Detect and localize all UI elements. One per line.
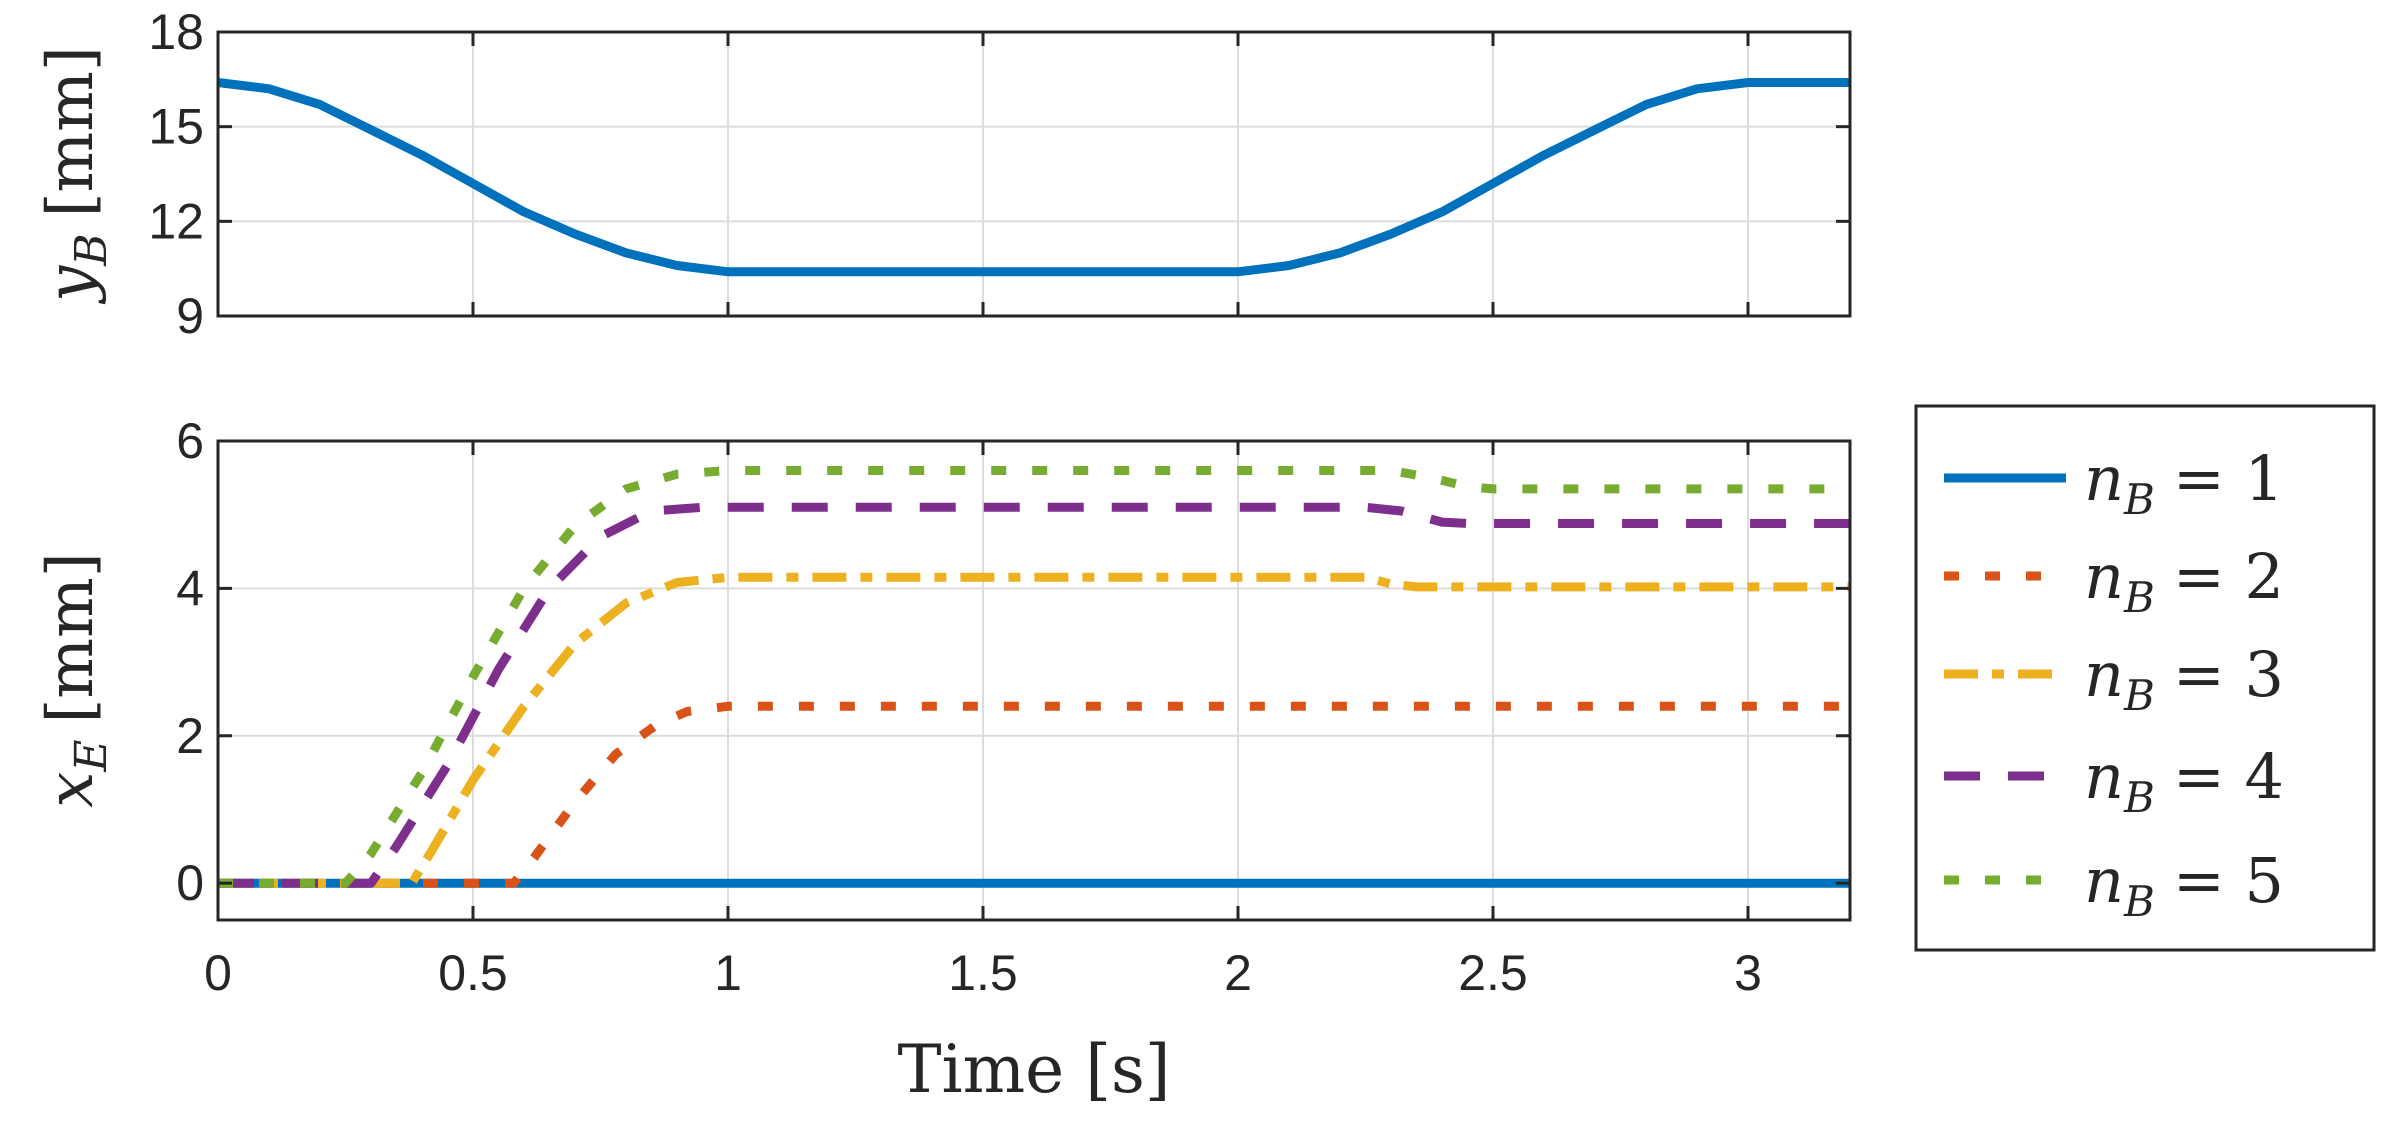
series-line-2 — [218, 701, 1850, 888]
bottom-y-axis-label: xE[mm] — [34, 552, 117, 808]
bottom-y-tick-labels: 0 2 4 6 — [176, 413, 204, 911]
bottom-axes: 0 2 4 6 0 0.5 1 1.5 2 2.5 3 xE[mm] Time [s] — [34, 413, 1852, 1108]
y-tick-label: 4 — [176, 560, 204, 616]
top-ticks — [216, 30, 1850, 318]
y-tick-label: 2 — [176, 708, 204, 764]
legend-label-3: nB = 3 — [2084, 638, 2284, 720]
top-grid — [218, 32, 1850, 316]
x-tick-label: 0 — [204, 945, 232, 1001]
series-line-1 — [217, 78, 1850, 277]
x-axis-label: Time [s] — [897, 1031, 1170, 1108]
x-tick-label: 3 — [1734, 945, 1762, 1001]
legend: nB = 1 nB = 2 nB = 3 nB = 4 nB = 5 — [1914, 404, 2376, 952]
x-tick-label: 0.5 — [438, 945, 508, 1001]
y-tick-label: 12 — [148, 193, 204, 249]
bottom-x-tick-labels: 0 0.5 1 1.5 2 2.5 3 — [204, 945, 1762, 1001]
x-tick-label: 1.5 — [948, 945, 1018, 1001]
series-line-5 — [218, 466, 1850, 888]
top-axes-box — [216, 30, 1852, 318]
top-series — [217, 78, 1850, 277]
bottom-ticks — [216, 439, 1850, 920]
bottom-axes-box — [216, 439, 1852, 922]
top-y-axis-label: yB[mm] — [34, 46, 117, 305]
x-tick-label: 1 — [714, 945, 742, 1001]
legend-label-2: nB = 2 — [2084, 540, 2284, 622]
legend-label-1: nB = 1 — [2084, 442, 2284, 524]
y-tick-label: 6 — [176, 413, 204, 469]
x-tick-label: 2.5 — [1458, 945, 1528, 1001]
top-y-tick-labels: 9 12 15 18 — [148, 4, 204, 344]
bottom-plot-area — [218, 441, 1850, 920]
top-axes: 9 12 15 18 yB[mm] — [34, 4, 1852, 344]
legend-entries: nB = 1 nB = 2 nB = 3 nB = 4 nB = 5 — [1944, 442, 2284, 926]
legend-label-4: nB = 4 — [2084, 740, 2284, 822]
y-tick-label: 15 — [148, 99, 204, 155]
x-tick-label: 2 — [1224, 945, 1252, 1001]
series-line-3 — [218, 572, 1850, 888]
bottom-series — [218, 466, 1850, 888]
series-line-4 — [218, 502, 1850, 888]
legend-label-5: nB = 5 — [2084, 844, 2284, 926]
y-tick-label: 9 — [176, 288, 204, 344]
y-tick-label: 0 — [176, 855, 204, 911]
y-tick-label: 18 — [148, 4, 204, 60]
